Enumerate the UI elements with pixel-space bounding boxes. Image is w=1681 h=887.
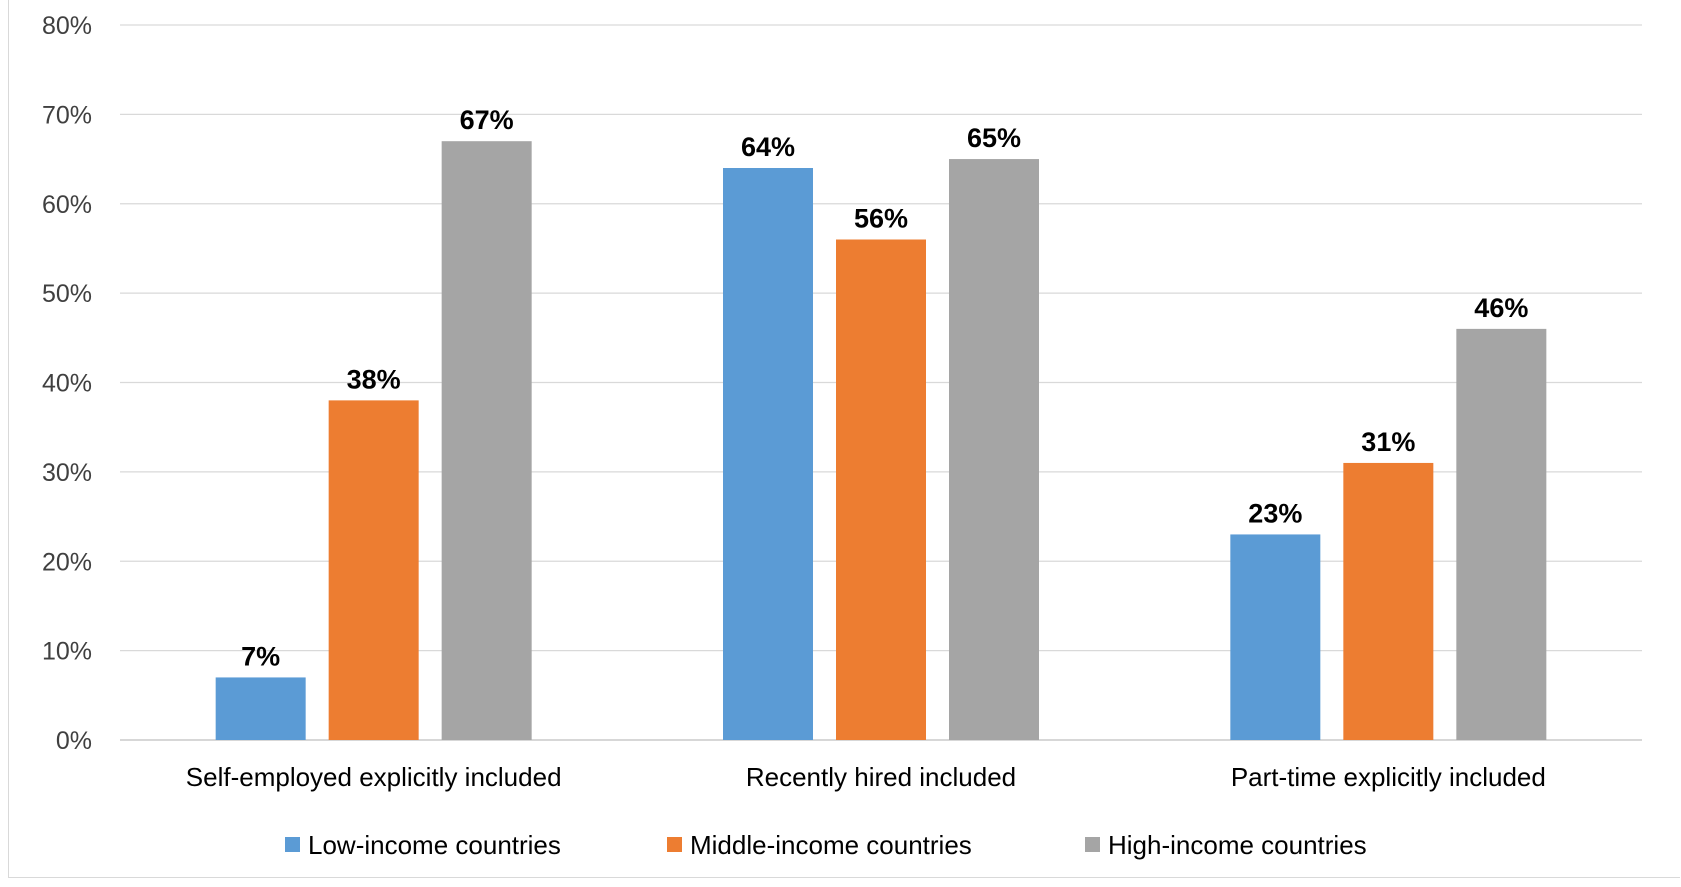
data-label: 65% — [967, 123, 1021, 153]
bar — [1230, 534, 1321, 740]
bar — [328, 400, 419, 740]
bar — [1456, 328, 1547, 740]
bar — [949, 159, 1039, 740]
x-tick-label: Recently hired included — [746, 762, 1016, 792]
bar — [723, 168, 813, 740]
bar — [215, 677, 306, 740]
y-tick-label: 40% — [42, 370, 92, 398]
data-label: 31% — [1361, 427, 1415, 457]
y-tick-label: 30% — [42, 459, 92, 487]
legend-label: Low-income countries — [308, 830, 561, 860]
x-tick-label: Self-employed explicitly included — [186, 762, 562, 792]
y-tick-label: 50% — [42, 280, 92, 308]
data-label: 23% — [1248, 498, 1302, 528]
y-tick-label: 20% — [42, 548, 92, 576]
bar — [836, 239, 926, 740]
y-tick-label: 70% — [42, 101, 92, 129]
chart-frame — [8, 0, 1680, 878]
legend-swatch — [285, 837, 300, 852]
legend-label: Middle-income countries — [690, 830, 972, 860]
y-tick-label: 10% — [42, 638, 92, 666]
data-label: 56% — [854, 204, 908, 234]
data-label: 67% — [460, 105, 514, 135]
data-label: 38% — [347, 364, 401, 394]
legend-swatch — [667, 837, 682, 852]
y-tick-label: 80% — [42, 12, 92, 40]
bar — [441, 141, 532, 740]
data-label: 64% — [741, 132, 795, 162]
y-tick-label: 60% — [42, 191, 92, 219]
bar — [1343, 462, 1434, 740]
legend-label: High-income countries — [1108, 830, 1367, 860]
legend-swatch — [1085, 837, 1100, 852]
data-label: 46% — [1474, 293, 1528, 323]
y-tick-label: 0% — [56, 727, 92, 755]
x-tick-label: Part-time explicitly included — [1231, 762, 1546, 792]
data-label: 7% — [241, 641, 280, 671]
